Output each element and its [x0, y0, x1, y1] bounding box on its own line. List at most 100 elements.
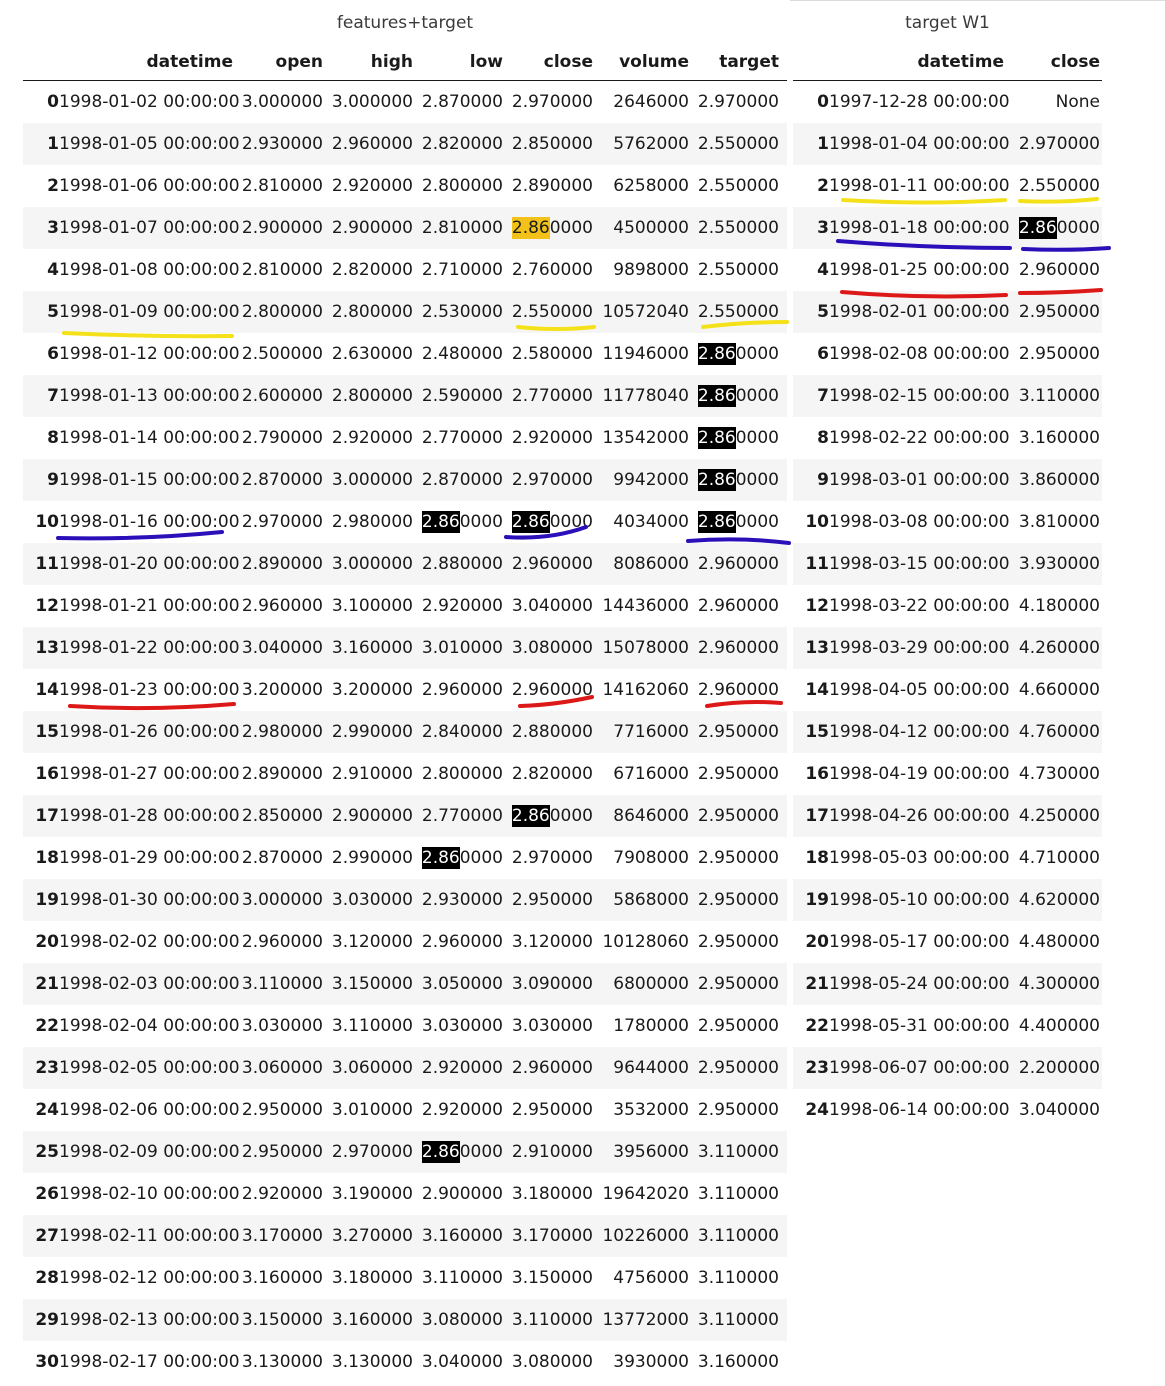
- cell-target: 3.110000: [697, 1310, 779, 1330]
- cell-close: 4.620000: [1018, 890, 1100, 910]
- cell-index: 23: [805, 1058, 829, 1078]
- cell-target: 3.110000: [697, 1142, 779, 1162]
- cell-open: 2.970000: [241, 512, 323, 532]
- cell-open: 3.000000: [241, 890, 323, 910]
- cell-datetime: 1998-04-26 00:00:00: [829, 806, 1010, 826]
- cell-volume: 7716000: [613, 722, 689, 742]
- cell-close: 2.960000: [511, 680, 593, 700]
- cell-datetime: 1998-01-25 00:00:00: [829, 260, 1010, 280]
- search-match-highlight: 2.860000: [697, 469, 779, 491]
- cell-target: 3.160000: [697, 1352, 779, 1372]
- cell-close: 2.950000: [511, 1100, 593, 1120]
- cell-target: 2.860000: [689, 469, 779, 491]
- cell-volume: 13542000: [602, 428, 689, 448]
- cell-index: 3: [817, 218, 829, 238]
- table-row: 16 1998-01-27 00:00:00 2.890000 2.910000 2.8…: [23, 753, 787, 795]
- cell-target: 2.550000: [697, 218, 779, 238]
- table-row: 23 1998-06-07 00:00:00 2.200000: [793, 1047, 1102, 1089]
- cell-close: 3.160000: [1018, 428, 1100, 448]
- cell-close: 2.860000: [503, 217, 593, 239]
- cell-index: 14: [35, 680, 59, 700]
- cell-target: 2.550000: [697, 134, 779, 154]
- cell-low: 2.920000: [421, 596, 503, 616]
- cell-datetime: 1998-01-08 00:00:00: [59, 260, 240, 280]
- cell-volume: 4500000: [613, 218, 689, 238]
- cell-low: 2.800000: [421, 176, 503, 196]
- cell-datetime: 1998-01-09 00:00:00: [59, 302, 240, 322]
- cell-low: 2.770000: [421, 806, 503, 826]
- table-row: 9 1998-03-01 00:00:00 3.860000: [793, 459, 1102, 501]
- table-row: 19 1998-05-10 00:00:00 4.620000: [793, 879, 1102, 921]
- cell-low: 3.080000: [421, 1310, 503, 1330]
- cell-close: 2.970000: [511, 848, 593, 868]
- cell-index: 16: [805, 764, 829, 784]
- cell-index: 24: [35, 1100, 59, 1120]
- cell-low: 2.860000: [413, 1141, 503, 1163]
- cell-index: 11: [35, 554, 59, 574]
- cell-low: 2.930000: [421, 890, 503, 910]
- cell-datetime: 1998-01-12 00:00:00: [59, 344, 240, 364]
- column-header-volume: volume: [619, 52, 689, 72]
- cell-index: 19: [35, 890, 59, 910]
- cell-index: 0: [817, 92, 829, 112]
- cell-open: 2.900000: [241, 218, 323, 238]
- cell-close: None: [1055, 92, 1100, 112]
- cell-low: 2.900000: [421, 1184, 503, 1204]
- cell-close: 4.660000: [1018, 680, 1100, 700]
- cell-volume: 1780000: [613, 1016, 689, 1036]
- cell-target: 2.950000: [697, 722, 779, 742]
- target-w1-table: target W1 datetime close 0 1997-12-28 00:00:…: [793, 0, 1102, 1131]
- cell-high: 2.820000: [331, 260, 413, 280]
- table-row: 4 1998-01-25 00:00:00 2.960000: [793, 249, 1102, 291]
- cell-index: 8: [47, 428, 59, 448]
- cell-high: 2.970000: [331, 1142, 413, 1162]
- cell-datetime: 1998-01-06 00:00:00: [59, 176, 240, 196]
- cell-high: 3.180000: [331, 1268, 413, 1288]
- cell-target: 2.550000: [697, 176, 779, 196]
- cell-index: 4: [817, 260, 829, 280]
- table-caption: target W1: [905, 13, 990, 33]
- cell-datetime: 1998-01-18 00:00:00: [829, 218, 1010, 238]
- cell-close: 2.960000: [511, 1058, 593, 1078]
- cell-close: 3.170000: [511, 1226, 593, 1246]
- cell-datetime: 1998-02-02 00:00:00: [59, 932, 240, 952]
- search-match-highlight: 2.860000: [1018, 217, 1100, 239]
- cell-volume: 8646000: [613, 806, 689, 826]
- cell-target: 2.950000: [697, 932, 779, 952]
- cell-low: 2.870000: [421, 470, 503, 490]
- cell-close: 3.110000: [511, 1310, 593, 1330]
- cell-target: 2.950000: [697, 806, 779, 826]
- cell-index: 17: [805, 806, 829, 826]
- cell-high: 3.030000: [331, 890, 413, 910]
- table-row: 14 1998-04-05 00:00:00 4.660000: [793, 669, 1102, 711]
- cell-datetime: 1998-05-24 00:00:00: [829, 974, 1010, 994]
- cell-high: 3.100000: [331, 596, 413, 616]
- cell-volume: 10128060: [602, 932, 689, 952]
- cell-low: 2.770000: [421, 428, 503, 448]
- cell-index: 22: [805, 1016, 829, 1036]
- cell-index: 1: [47, 134, 59, 154]
- table-row: 5 1998-01-09 00:00:00 2.800000 2.800000 2.53…: [23, 291, 787, 333]
- cell-close: 3.080000: [511, 1352, 593, 1372]
- table-row: 24 1998-02-06 00:00:00 2.950000 3.010000 2.9…: [23, 1089, 787, 1131]
- search-match-highlight: 2.860000: [421, 511, 503, 533]
- cell-index: 18: [35, 848, 59, 868]
- cell-datetime: 1998-02-17 00:00:00: [59, 1352, 240, 1372]
- cell-datetime: 1998-01-07 00:00:00: [59, 218, 240, 238]
- cell-open: 3.000000: [241, 92, 323, 112]
- table-row: 10 1998-01-16 00:00:00 2.970000 2.980000 2.8…: [23, 501, 787, 543]
- cell-index: 8: [817, 428, 829, 448]
- cell-index: 13: [805, 638, 829, 658]
- cell-low: 2.820000: [421, 134, 503, 154]
- table-row: 0 1998-01-02 00:00:00 3.000000 3.000000 2.87…: [23, 81, 787, 123]
- table-row: 13 1998-03-29 00:00:00 4.260000: [793, 627, 1102, 669]
- cell-open: 2.890000: [241, 764, 323, 784]
- cell-datetime: 1998-01-27 00:00:00: [59, 764, 240, 784]
- table-row: 12 1998-01-21 00:00:00 2.960000 3.100000 2.9…: [23, 585, 787, 627]
- table-row: 20 1998-02-02 00:00:00 2.960000 3.120000 2.9…: [23, 921, 787, 963]
- cell-index: 9: [47, 470, 59, 490]
- cell-index: 16: [35, 764, 59, 784]
- cell-open: 2.810000: [241, 176, 323, 196]
- table-row: 25 1998-02-09 00:00:00 2.950000 2.970000 2.8…: [23, 1131, 787, 1173]
- cell-close: 4.260000: [1018, 638, 1100, 658]
